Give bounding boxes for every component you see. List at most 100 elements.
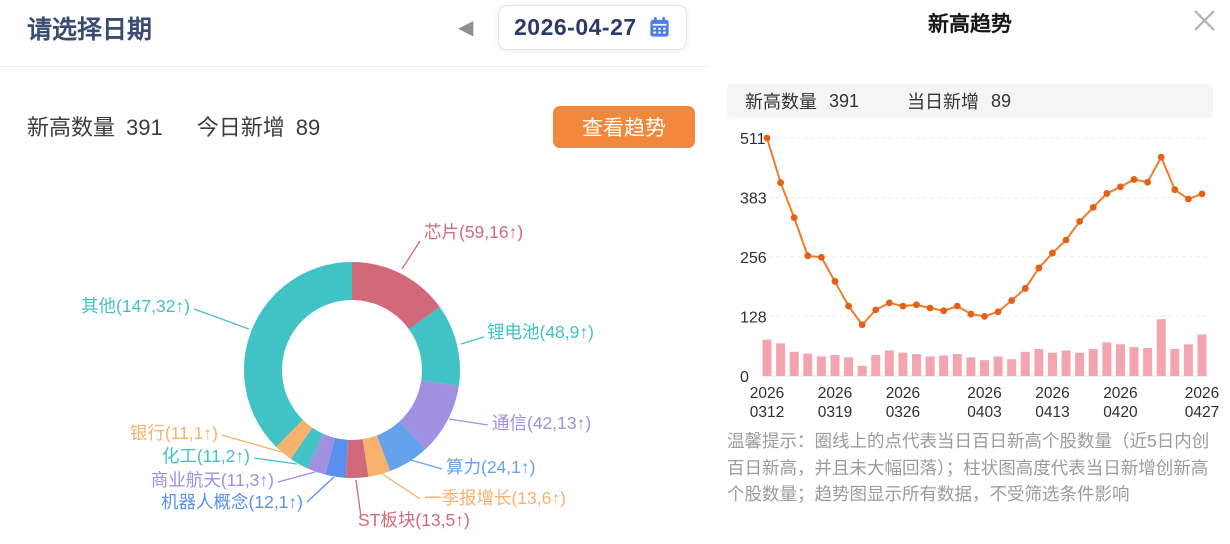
bar-daily-new bbox=[1047, 352, 1057, 376]
trend-point bbox=[1008, 297, 1016, 304]
x-axis-label-year: 2026 bbox=[1185, 385, 1219, 402]
donut-label-锂电池: 锂电池(48,9↑) bbox=[487, 322, 594, 342]
trend-point bbox=[1035, 264, 1043, 272]
donut-slice-通信[interactable] bbox=[244, 262, 460, 478]
trend-point bbox=[1049, 249, 1056, 257]
donut-leader-line bbox=[193, 308, 250, 330]
donut-leader-line bbox=[221, 434, 282, 453]
trend-point bbox=[1185, 195, 1192, 203]
trend-chart: 5113832561280202603122026031920260326202… bbox=[740, 131, 1219, 421]
bar-daily-new bbox=[1197, 334, 1207, 376]
modal-high-count-label: 新高数量 bbox=[745, 92, 817, 112]
donut-slice-其他[interactable] bbox=[226, 244, 478, 496]
x-axis-label-year: 2026 bbox=[1035, 385, 1069, 402]
donut-leader-line bbox=[410, 459, 443, 470]
modal-daily-new-value: 89 bbox=[991, 90, 1012, 111]
bar-daily-new bbox=[884, 350, 894, 376]
x-axis-label-date: 0319 bbox=[818, 404, 852, 421]
donut-leader-line bbox=[401, 240, 421, 270]
bar-daily-new bbox=[1088, 348, 1098, 376]
bar-daily-new bbox=[1143, 348, 1153, 376]
view-trend-button[interactable]: 查看趋势 bbox=[553, 106, 695, 148]
today-new-label: 今日新增 bbox=[196, 115, 285, 140]
y-axis-label: 0 bbox=[740, 369, 749, 386]
donut-slice-商业航天[interactable] bbox=[244, 262, 460, 478]
today-new-value: 89 bbox=[295, 115, 321, 140]
donut-label-一季报增长: 一季报增长(13,6↑) bbox=[424, 488, 566, 508]
x-axis-label-year: 2026 bbox=[886, 385, 920, 402]
donut-label-化工: 化工(11,2↑) bbox=[162, 446, 250, 466]
trend-point bbox=[1198, 190, 1206, 198]
bar-daily-new bbox=[898, 352, 908, 376]
donut-leader-line bbox=[306, 476, 335, 503]
trend-point bbox=[763, 134, 771, 142]
calendar-icon bbox=[648, 16, 671, 39]
trend-point bbox=[926, 304, 934, 312]
trend-point bbox=[1103, 190, 1111, 197]
donut-label-芯片: 芯片(59,16↑) bbox=[424, 222, 523, 242]
date-picker[interactable]: 2026-04-27 bbox=[498, 5, 687, 50]
donut-label-ST板块: ST板块(13,5↑) bbox=[358, 510, 470, 530]
bar-daily-new bbox=[1156, 319, 1166, 376]
bar-daily-new bbox=[966, 357, 976, 376]
x-axis-label-date: 0427 bbox=[1185, 404, 1219, 421]
bar-daily-new bbox=[925, 356, 935, 376]
x-axis-label-year: 2026 bbox=[967, 385, 1001, 402]
bar-daily-new bbox=[830, 355, 840, 376]
sector-donut-chart: 芯片(59,16↑) 锂电池(48,9↑) 通信(42,13↑) 算力(24,1↑) 一… bbox=[81, 222, 594, 530]
y-axis-label: 256 bbox=[740, 250, 767, 267]
bar-daily-new bbox=[1115, 344, 1125, 376]
bar-daily-new bbox=[789, 351, 799, 376]
trend-point bbox=[872, 306, 880, 314]
donut-slice-机器人概念[interactable] bbox=[244, 262, 460, 478]
trend-point bbox=[1021, 285, 1029, 292]
high-count-value: 391 bbox=[126, 115, 163, 140]
trend-point bbox=[817, 253, 825, 261]
left-panel: 请选择日期 ◀ 2026-04-27 新高数量 391 bbox=[0, 5, 712, 530]
trend-point bbox=[831, 278, 839, 285]
bar-daily-new bbox=[1129, 347, 1139, 376]
trend-point bbox=[777, 179, 784, 187]
bar-daily-new bbox=[1034, 348, 1044, 376]
bar-daily-new bbox=[1075, 352, 1085, 376]
x-axis-label-year: 2026 bbox=[1103, 385, 1137, 402]
x-axis-label-year: 2026 bbox=[750, 385, 784, 402]
modal-title: 新高趋势 bbox=[928, 13, 1012, 36]
x-axis-label-date: 0403 bbox=[967, 404, 1001, 421]
page-title: 请选择日期 bbox=[27, 16, 153, 44]
x-axis-label-date: 0413 bbox=[1035, 404, 1069, 421]
trend-point bbox=[899, 302, 907, 310]
trend-point bbox=[913, 301, 920, 309]
trend-point bbox=[1144, 178, 1152, 186]
tip-text: 温馨提示：圈线上的点代表当日百日新高个股数量（近5日内创百日新高，并且未大幅回落… bbox=[727, 431, 1210, 505]
donut-leader-line bbox=[253, 457, 298, 465]
donut-slice-算力[interactable] bbox=[226, 244, 478, 496]
trend-point bbox=[790, 214, 798, 222]
x-axis-label-date: 0420 bbox=[1103, 404, 1138, 421]
bar-daily-new bbox=[1007, 359, 1017, 376]
y-axis-label: 383 bbox=[740, 191, 767, 208]
high-count-label: 新高数量 bbox=[27, 115, 116, 140]
trend-point bbox=[1089, 203, 1097, 211]
x-axis-label-date: 0312 bbox=[750, 404, 784, 421]
trend-point bbox=[804, 252, 812, 260]
donut-leader-line bbox=[380, 472, 421, 500]
trend-point bbox=[953, 302, 961, 310]
trend-line bbox=[766, 137, 1203, 327]
donut-label-通信: 通信(42,13↑) bbox=[492, 413, 591, 433]
x-axis-label-year: 2026 bbox=[818, 385, 852, 402]
trend-point bbox=[858, 321, 866, 329]
donut-leader-line bbox=[448, 418, 489, 426]
bar-daily-new bbox=[816, 356, 826, 376]
close-icon[interactable] bbox=[1189, 5, 1220, 36]
donut-leader-line bbox=[277, 471, 316, 483]
trend-point bbox=[967, 310, 975, 318]
modal-stats-bar: 新高数量 391 当日新增 89 bbox=[727, 84, 1213, 118]
donut-slice-一季报增长[interactable] bbox=[237, 255, 466, 484]
bar-daily-new bbox=[993, 356, 1003, 376]
prev-date-button[interactable]: ◀ bbox=[454, 14, 477, 42]
y-axis-label: 128 bbox=[740, 309, 767, 326]
header-divider bbox=[0, 66, 712, 67]
bar-daily-new bbox=[1102, 342, 1112, 376]
modal-high-count-value: 391 bbox=[829, 90, 860, 111]
